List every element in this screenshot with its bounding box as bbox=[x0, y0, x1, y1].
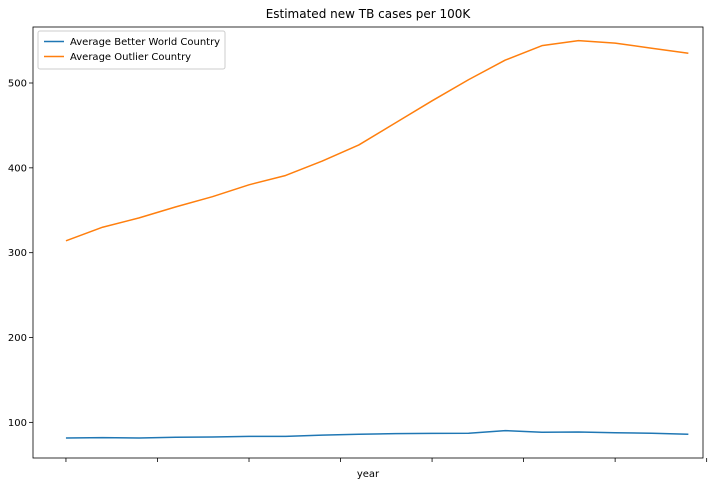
series-line-1 bbox=[65, 429, 689, 439]
y-tick-label: 200 bbox=[8, 333, 27, 344]
x-axis bbox=[65, 458, 708, 462]
plot-frame bbox=[32, 26, 704, 459]
x-axis-label: year bbox=[357, 469, 380, 480]
y-tick-label: 300 bbox=[8, 248, 27, 259]
series-line-2 bbox=[65, 39, 689, 242]
legend-box bbox=[37, 30, 226, 70]
plot-area bbox=[65, 39, 689, 439]
y-tick-label: 100 bbox=[8, 418, 27, 429]
chart-title: Estimated new TB cases per 100K bbox=[266, 7, 472, 21]
y-tick-label: 400 bbox=[8, 163, 27, 174]
legend-label: Average Outlier Country bbox=[70, 52, 191, 63]
legend: Average Better World Country Average Outl… bbox=[37, 30, 226, 70]
y-axis: 100 200 300 400 500 bbox=[8, 78, 33, 429]
legend-label: Average Better World Country bbox=[70, 37, 220, 48]
y-tick-label: 500 bbox=[8, 78, 27, 89]
